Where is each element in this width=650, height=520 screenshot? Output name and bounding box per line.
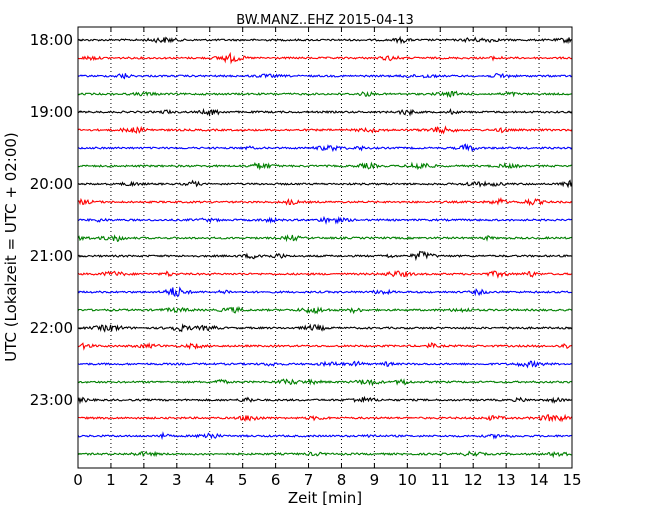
x-tick-label: 3 — [172, 471, 182, 489]
trace-line — [77, 270, 573, 279]
y-tick-label: 21:00 — [30, 247, 73, 265]
y-tick-label: 22:00 — [30, 319, 73, 337]
trace-line — [77, 286, 573, 298]
plot-frame — [77, 26, 573, 469]
grid — [110, 27, 540, 468]
axis-ticks: 0 1 2 3 4 5 6 7 8 9 10 11 12 13 14 1518:0019:0020:0021:… — [30, 27, 582, 489]
trace-line — [77, 215, 573, 225]
trace-line — [77, 395, 573, 405]
y-axis-label: UTC (Lokalzeit = UTC + 02:00) — [2, 132, 20, 362]
trace-line — [77, 234, 573, 243]
trace-line — [77, 431, 573, 441]
y-tick-label: 19:00 — [30, 103, 73, 121]
trace-line — [77, 51, 573, 65]
x-axis-label: Zeit [min] — [288, 489, 362, 507]
x-tick-label: 4 — [205, 471, 215, 489]
x-tick-label: 15 — [562, 471, 581, 489]
x-tick-label: 8 — [337, 471, 347, 489]
trace-line — [77, 107, 573, 117]
trace-line — [77, 179, 573, 189]
x-tick-label: 2 — [139, 471, 149, 489]
x-tick-label: 11 — [431, 471, 450, 489]
trace-line — [77, 342, 573, 351]
chart-title: BW.MANZ..EHZ 2015-04-13 — [236, 13, 414, 28]
x-tick-label: 12 — [464, 471, 483, 489]
trace-line — [77, 161, 573, 171]
x-tick-label: 10 — [398, 471, 417, 489]
trace-line — [77, 90, 573, 98]
trace-line — [77, 413, 573, 423]
trace-line — [77, 450, 573, 459]
x-tick-label: 5 — [238, 471, 248, 489]
x-tick-label: 1 — [106, 471, 116, 489]
x-tick-label: 6 — [271, 471, 281, 489]
x-tick-label: 14 — [530, 471, 549, 489]
trace-line — [77, 125, 573, 135]
x-tick-label: 7 — [304, 471, 314, 489]
trace-line — [77, 196, 573, 207]
x-tick-label: 0 — [73, 471, 83, 489]
y-tick-label: 18:00 — [30, 31, 73, 49]
trace-line — [77, 306, 573, 315]
y-tick-label: 20:00 — [30, 175, 73, 193]
trace-line — [77, 323, 573, 333]
trace-line — [77, 35, 573, 45]
trace-line — [77, 143, 573, 153]
seismogram-traces — [77, 35, 573, 459]
x-tick-label: 13 — [497, 471, 516, 489]
trace-line — [77, 359, 573, 369]
trace-line — [77, 72, 573, 80]
trace-line — [77, 250, 573, 262]
trace-line — [77, 378, 573, 387]
x-tick-label: 9 — [370, 471, 380, 489]
y-tick-label: 23:00 — [30, 391, 73, 409]
